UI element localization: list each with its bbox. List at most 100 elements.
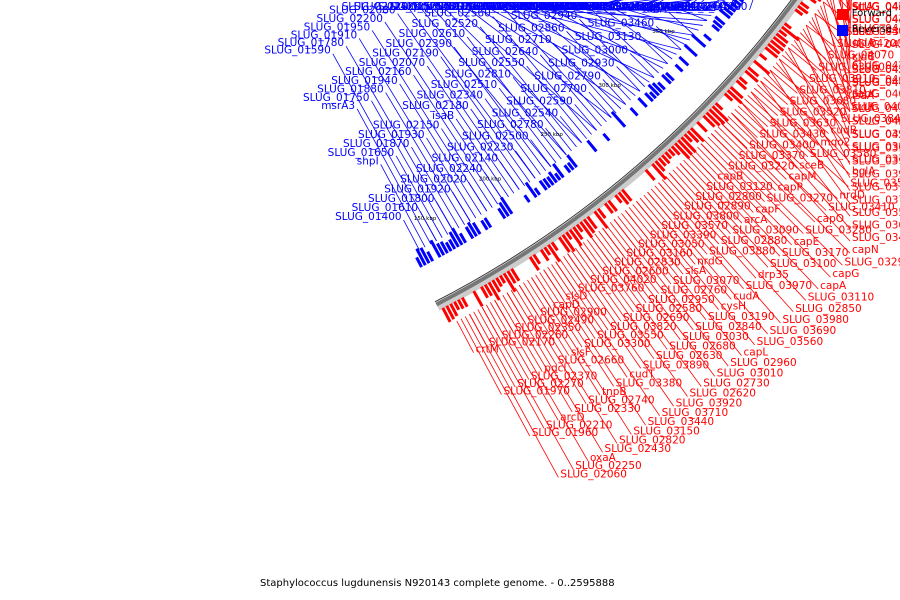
gene-label: SLUG_02270 <box>517 378 583 390</box>
gene-label: SLUG_02250 <box>575 460 641 472</box>
leader-line <box>539 272 615 387</box>
leader-line <box>554 5 720 11</box>
strand-legend: Forward Reverse <box>836 6 892 38</box>
gene-label: SLUG_04090 <box>852 89 900 101</box>
reverse-feature <box>657 81 666 91</box>
gene-label: SLUG_04070 <box>828 50 894 62</box>
leader-line <box>485 304 530 380</box>
reverse-feature <box>651 82 663 94</box>
gene-label: SLUG_01940 <box>331 75 397 87</box>
leader-line <box>544 9 707 21</box>
leader-line <box>586 9 703 26</box>
forward-feature <box>705 111 721 127</box>
gene-label: SLUG_04520 <box>852 64 900 76</box>
forward-feature <box>775 32 789 44</box>
leader-line <box>524 9 682 51</box>
genome-arc-layer <box>434 0 804 311</box>
gene-label: SLUG_04320 <box>852 1 900 13</box>
reverse-feature <box>448 231 460 248</box>
forward-feature <box>550 241 559 252</box>
leader-line <box>371 100 449 235</box>
reverse-feature <box>419 247 431 264</box>
leader-line <box>778 58 851 178</box>
gene-label: SLUG_04060 <box>539 1 605 13</box>
reverse-feature <box>498 201 510 217</box>
forward-feature <box>445 305 456 320</box>
leader-line <box>617 0 661 11</box>
gene-label: SLUG_02790 <box>534 70 600 82</box>
reverse-feature <box>602 132 611 142</box>
reverse-feature <box>730 2 739 10</box>
gene-label: SLUG_04330 <box>852 13 900 25</box>
leader-line <box>749 0 754 11</box>
gene-label: SLUG_03300 <box>584 338 650 350</box>
leader-line <box>724 119 787 180</box>
gene-label: SLUG_02890 <box>684 201 750 213</box>
leader-line <box>665 176 757 279</box>
forward-feature <box>772 36 787 48</box>
gene-label: SLUG_03050 <box>638 239 704 251</box>
gene-label: SLUG_04690 <box>681 1 747 13</box>
gene-label: SLUG_03460 <box>588 17 654 29</box>
gene-label: SLUG_03730 <box>852 153 900 165</box>
reverse-feature <box>552 163 565 179</box>
forward-feature <box>579 221 594 239</box>
leader-line <box>358 38 471 222</box>
gene-label: SLUG_02140 <box>432 153 498 165</box>
leader-line <box>579 244 601 275</box>
forward-feature <box>680 136 697 154</box>
gene-label: SLUG_02060 <box>560 468 626 480</box>
gene-label: oxaA <box>590 452 617 464</box>
gene-label: SLUG_01910 <box>291 29 357 41</box>
leader-line <box>481 306 501 339</box>
gene-label: capL <box>744 347 769 359</box>
reverse-feature <box>464 226 475 240</box>
leader-line <box>669 172 694 201</box>
gene-label: SLUG_03020 <box>523 1 589 13</box>
forward-feature <box>483 283 493 297</box>
leader-line <box>534 9 695 36</box>
leader-line <box>502 294 573 413</box>
gene-label: SLUG_04340 <box>846 26 900 38</box>
gene-label: SLUG_04200 <box>837 38 900 50</box>
reverse-feature <box>731 0 742 7</box>
scale-tick-label: 250 kbp <box>541 132 564 138</box>
gene-label: SLUG_03560 <box>757 336 823 348</box>
reverse-feature <box>718 8 731 20</box>
forward-feature <box>723 92 734 102</box>
gene-label: SLUG_02540 <box>492 107 558 119</box>
leader-line <box>625 210 649 239</box>
gene-label: SLUG_01970 <box>503 386 569 398</box>
leader-line <box>796 36 851 152</box>
forward-feature <box>582 218 596 234</box>
reverse-feature <box>538 179 548 191</box>
leader-line <box>668 12 695 36</box>
leader-line <box>791 43 851 98</box>
leader-line <box>731 112 851 242</box>
gene-label: SLUG_02700 <box>520 83 586 95</box>
reverse-feature <box>648 91 657 100</box>
gene-label: capD <box>553 299 580 311</box>
leader-line <box>814 13 851 125</box>
gene-label: slsD <box>565 291 587 303</box>
gene-label: SLUG_03220 <box>728 160 794 172</box>
forward-feature <box>491 279 501 293</box>
gene-label: SLUG_03290 <box>844 256 900 268</box>
gene-label: SLUG_02640 <box>472 46 538 58</box>
gene-label: SLUG_02800 <box>695 191 761 203</box>
forward-feature <box>770 39 785 52</box>
gene-label: SLUG_04260 <box>505 1 571 13</box>
leader-line <box>629 53 655 78</box>
reverse-feature <box>523 194 531 203</box>
gene-label: SLUG_02070 <box>359 57 425 69</box>
reverse-feature <box>610 110 627 128</box>
leader-line <box>721 123 851 254</box>
gene-label: SLUG_02660 <box>558 355 624 367</box>
gene-label: SLUG_03960 <box>852 156 900 168</box>
leader-line <box>679 163 705 191</box>
gene-label: SLUG_02630 <box>656 350 722 362</box>
gene-label: SLUG_03810 <box>799 84 865 96</box>
leader-line <box>440 56 531 183</box>
gene-label: SLUG_04130 <box>648 1 714 13</box>
forward-feature <box>565 231 573 241</box>
